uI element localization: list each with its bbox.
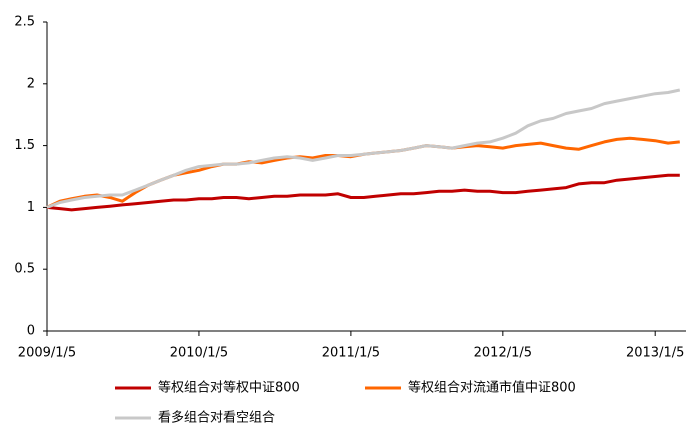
y-tick-label: 1.5 (14, 138, 35, 153)
x-tick-label: 2013/1/5 (626, 346, 684, 361)
y-tick-label: 0 (27, 324, 35, 339)
x-tick-label: 2009/1/5 (18, 346, 76, 361)
x-tick-label: 2011/1/5 (322, 346, 380, 361)
legend-label: 看多组合对看空组合 (158, 410, 275, 426)
x-tick-label: 2010/1/5 (170, 346, 228, 361)
x-tick-label: 2012/1/5 (474, 346, 532, 361)
series-line (46, 88, 681, 209)
y-tick-label: 2 (27, 76, 35, 91)
y-tick-label: 2.5 (14, 15, 35, 30)
y-tick-label: 0.5 (14, 262, 35, 277)
y-tick-label: 1 (27, 200, 35, 215)
legend-label: 等权组合对流通市值中证800 (408, 380, 576, 396)
series-line (46, 173, 680, 212)
legend-label: 等权组合对等权中证800 (158, 380, 300, 396)
